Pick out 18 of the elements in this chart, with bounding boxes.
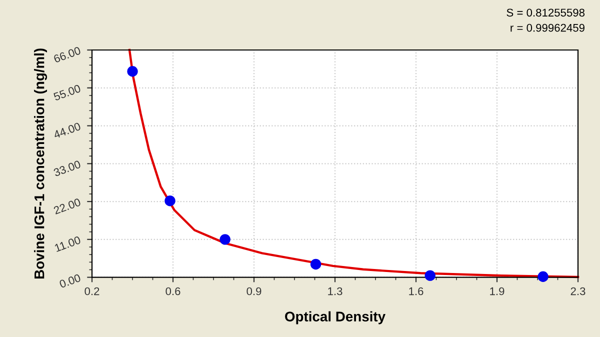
y-tick-label: 22.00 [53,198,82,214]
x-tick-label: 1.9 [490,287,504,296]
x-tick-label: 0.9 [246,287,262,296]
x-tick-label: 0.6 [166,287,180,296]
x-tick-label: 0.2 [84,287,100,296]
y-tick-label: 33.00 [53,160,82,177]
text: S = 0.81255598 [506,8,585,17]
y-tick-label: 55.00 [53,84,82,101]
x-axis-title: Optical Density [285,311,386,324]
y-tick-label: 44.00 [52,122,82,139]
y-tick-label: 66.00 [53,46,82,63]
x-tick-label: 1.6 [409,287,424,296]
text: r = 0.99962459 [510,24,584,32]
x-tick-label: 1.3 [328,287,342,296]
y-tick-label: 0.00 [58,274,82,288]
y-tick-label: 11.00 [54,236,82,252]
y-axis-title: Bovine IGF-1 concentration (ng/ml) [34,48,48,278]
x-tick-label: 2.3 [570,287,586,296]
